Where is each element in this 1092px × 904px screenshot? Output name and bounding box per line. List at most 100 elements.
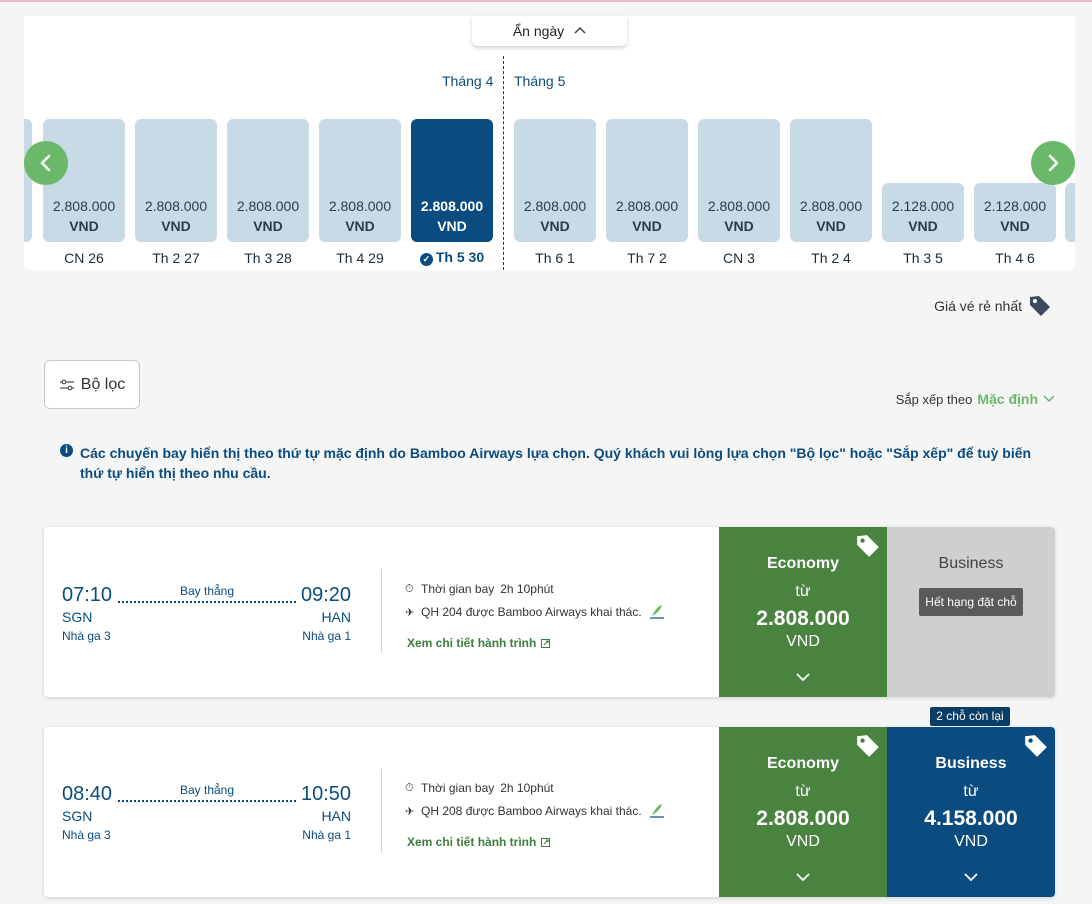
- day-price-bar[interactable]: 2.808.000 VND: [319, 119, 401, 242]
- depart-time: 08:40: [62, 783, 113, 805]
- sort-dropdown[interactable]: Sắp xếp theo Mặc định: [896, 391, 1055, 407]
- day-price-bar[interactable]: 2.128.000 VND: [882, 183, 964, 242]
- chevron-down-icon: [887, 869, 1055, 887]
- fare-class: Business: [935, 755, 1007, 772]
- day-label: Th 3 5: [903, 250, 943, 266]
- economy-fare[interactable]: Economy từ 2.808.000 VND: [719, 727, 887, 897]
- chevron-left-icon: [40, 154, 51, 172]
- prev-dates-button[interactable]: [24, 141, 68, 185]
- day-item[interactable]: 2.808.000 VND Th 4 29: [319, 119, 401, 271]
- day-price: 2.808.000: [707, 198, 771, 214]
- divider: [381, 769, 382, 853]
- day-price: 2.808.000: [523, 198, 587, 214]
- next-dates-button[interactable]: [1031, 141, 1075, 185]
- cheapest-legend: Giá vé rẻ nhất: [934, 294, 1052, 318]
- flight-info: QH 204 được Bamboo Airways khai thác.: [421, 605, 642, 619]
- sold-out-badge: Hết hạng đặt chỗ: [919, 588, 1023, 616]
- day-item[interactable]: 2.808.000 VND CN 26: [43, 119, 125, 271]
- month-label-next: Tháng 5: [514, 73, 566, 89]
- fare-currency: VND: [786, 833, 820, 850]
- business-fare[interactable]: Business từ 4.158.000 VND: [887, 727, 1055, 897]
- view-itinerary-link[interactable]: Xem chi tiết hành trình: [407, 835, 551, 849]
- day-item[interactable]: 2.808.000 VND Th 7 2: [606, 119, 688, 271]
- day-label: Th 7 2: [627, 250, 667, 266]
- plane-icon: ✈: [405, 606, 415, 619]
- date-carousel: Tháng 4 Tháng 5 2.808.000 VND CN 26 2.808…: [24, 16, 1075, 271]
- day-currency: VND: [724, 218, 754, 234]
- day-price-bar[interactable]: 2.808.000 VND: [135, 119, 217, 242]
- view-itinerary-label: Xem chi tiết hành trình: [407, 835, 537, 849]
- check-circle-icon: ✓: [419, 253, 433, 266]
- day-label: Th 3 28: [244, 250, 292, 266]
- flight-info-row: ✈ QH 208 được Bamboo Airways khai thác.: [405, 803, 666, 819]
- day-price-bar[interactable]: 2.808.000 VND: [698, 119, 780, 242]
- fare-price: 2.808.000: [756, 607, 850, 630]
- day-price: 2.808.000: [799, 198, 863, 214]
- day-price: 2.128.000: [891, 198, 955, 214]
- day-label: Th 2 27: [152, 250, 200, 266]
- day-item[interactable]: 2.808.000 VND CN 3: [698, 119, 780, 271]
- day-item[interactable]: 2.808.000 VND Th 2 4: [790, 119, 872, 271]
- flight-card[interactable]: 07:10 Bay thẳng 09:20 SGN HAN Nhà ga 3 N…: [44, 527, 1055, 697]
- day-price: 2.808.000: [144, 198, 208, 214]
- duration-value: 2h 10phút: [500, 781, 554, 795]
- day-price-bar[interactable]: 2.128.000 VND: [974, 183, 1056, 242]
- nonstop-label: Bay thẳng: [179, 584, 235, 598]
- flight-card[interactable]: 08:40 Bay thẳng 10:50 SGN HAN Nhà ga 3 N…: [44, 727, 1055, 897]
- day-price: 2.808.000: [328, 198, 392, 214]
- origin-terminal: Nhà ga 3: [62, 629, 111, 643]
- day-currency: VND: [345, 218, 375, 234]
- stopwatch-icon: ⏱: [405, 582, 414, 595]
- arrive-time: 10:50: [301, 783, 352, 805]
- day-price: 2.808.000: [236, 198, 300, 214]
- day-label: ✓ Th 5 30: [411, 249, 493, 266]
- filter-button[interactable]: Bộ lọc: [44, 360, 140, 409]
- month-separator: [503, 56, 504, 270]
- duration-label: Thời gian bay: [421, 582, 495, 596]
- stopwatch-icon: ⏱: [405, 781, 414, 794]
- day-price: 2.808.000: [52, 198, 116, 214]
- day-label: Th 2 4: [811, 250, 851, 266]
- day-price-bar[interactable]: 2.808.000 VND: [790, 119, 872, 242]
- month-label-prev: Tháng 4: [442, 73, 494, 89]
- fare-class: Economy: [766, 555, 839, 572]
- sort-prefix: Sắp xếp theo: [895, 391, 973, 407]
- view-itinerary-link[interactable]: Xem chi tiết hành trình: [407, 636, 551, 650]
- day-item[interactable]: 2.808.000 VND Th 2 27: [135, 119, 217, 271]
- origin-terminal: Nhà ga 3: [62, 828, 111, 842]
- flight-info: QH 208 được Bamboo Airways khai thác.: [421, 804, 642, 818]
- price-tag-icon: [857, 535, 879, 557]
- day-price: 2.128.000: [983, 198, 1047, 214]
- day-price-bar[interactable]: 2.808.000 VND: [514, 119, 596, 242]
- chevron-down-icon: [1043, 395, 1055, 403]
- day-currency: VND: [632, 218, 662, 234]
- top-accent-line: [0, 0, 1092, 2]
- notice-text: Các chuyến bay hiển thị theo thứ tự mặc …: [80, 445, 1032, 481]
- day-item[interactable]: 2.808.000 VND Th 6 1: [514, 119, 596, 271]
- fare-from: từ: [963, 783, 979, 800]
- destination-terminal: Nhà ga 1: [302, 828, 351, 842]
- day-bar-partial[interactable]: [24, 119, 32, 242]
- day-price-bar[interactable]: 2.808.000 VND: [606, 119, 688, 242]
- day-item-selected[interactable]: 2.808.000 VND ✓ Th 5 30: [411, 119, 493, 271]
- day-price-bar[interactable]: 2.808.000 VND: [411, 119, 493, 242]
- day-currency: VND: [816, 218, 846, 234]
- fare-price: 2.808.000: [756, 807, 850, 830]
- day-label: CN 26: [64, 250, 104, 266]
- day-item[interactable]: 2.128.000 VND Th 3 5: [882, 119, 964, 271]
- plane-icon: ✈: [405, 805, 415, 818]
- sort-value: Mặc định: [977, 391, 1038, 407]
- day-bar-partial[interactable]: [1065, 183, 1075, 242]
- hide-days-toggle[interactable]: Ẩn ngày: [472, 16, 627, 46]
- day-price-bar[interactable]: 2.808.000 VND: [227, 119, 309, 242]
- fare-price: 4.158.000: [924, 807, 1018, 830]
- fare-from: từ: [795, 783, 811, 800]
- day-item[interactable]: 2.808.000 VND Th 3 28: [227, 119, 309, 271]
- day-label: Th 4 6: [995, 250, 1035, 266]
- destination-terminal: Nhà ga 1: [302, 629, 351, 643]
- economy-fare[interactable]: Economy từ 2.808.000 VND: [719, 527, 887, 697]
- day-item[interactable]: 2.128.000 VND Th 4 6: [974, 119, 1056, 271]
- chevron-up-icon: [574, 22, 586, 37]
- duration-row: ⏱ Thời gian bay 2h 10phút: [405, 582, 554, 596]
- day-currency: VND: [437, 218, 467, 234]
